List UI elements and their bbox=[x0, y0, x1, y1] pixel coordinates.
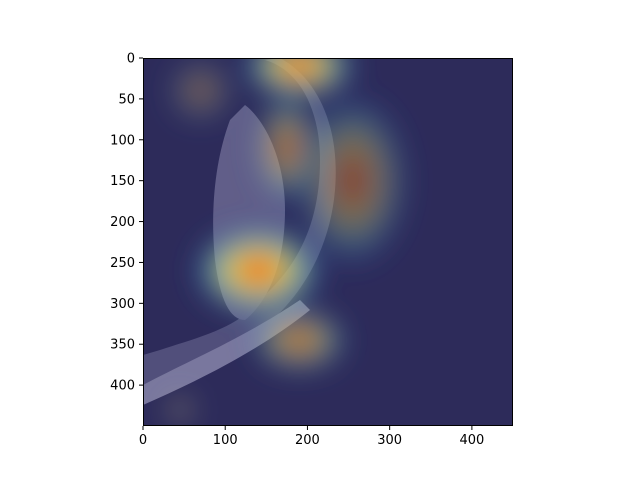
heat-hotspot bbox=[163, 393, 197, 426]
y-tick-label: 350 bbox=[110, 338, 135, 353]
heatmap-image bbox=[143, 58, 513, 426]
x-tick-label: 100 bbox=[213, 433, 238, 448]
y-tick-label: 0 bbox=[127, 52, 135, 67]
y-tick-label: 400 bbox=[110, 379, 135, 394]
heat-hotspot bbox=[167, 58, 234, 124]
heat-hotspot bbox=[241, 58, 357, 99]
y-axis: 0 50 100 150 200 250 300 350 400 bbox=[110, 52, 143, 394]
y-tick-label: 150 bbox=[110, 174, 135, 189]
x-tick-label: 0 bbox=[139, 433, 147, 448]
y-tick-label: 100 bbox=[110, 133, 135, 148]
x-axis: 0 100 200 300 400 bbox=[139, 426, 484, 448]
heat-hotspot bbox=[249, 307, 349, 373]
x-tick-label: 400 bbox=[459, 433, 484, 448]
y-tick-label: 250 bbox=[110, 256, 135, 271]
axes-frame bbox=[143, 58, 513, 426]
y-tick-label: 50 bbox=[118, 92, 135, 107]
x-tick-label: 200 bbox=[295, 433, 320, 448]
heat-hotspot bbox=[295, 90, 411, 271]
y-tick-label: 300 bbox=[110, 297, 135, 312]
y-tick-label: 200 bbox=[110, 215, 135, 230]
heat-hotspot bbox=[192, 225, 324, 316]
x-tick-label: 300 bbox=[377, 433, 402, 448]
